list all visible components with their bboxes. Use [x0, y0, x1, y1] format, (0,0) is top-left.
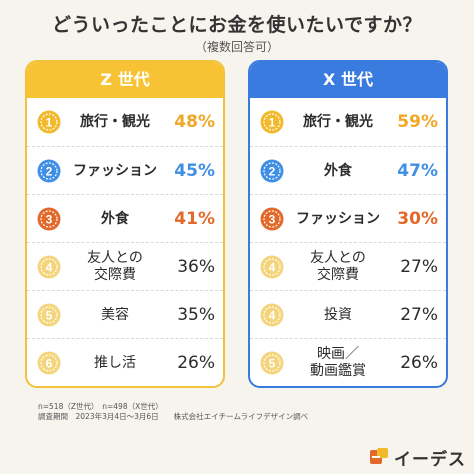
ranking-item-label: ファッション	[73, 162, 157, 179]
ranking-item-label: 友人との 交際費	[310, 250, 366, 283]
rank-medal-icon: 4	[260, 255, 284, 279]
brand-logo: イーデス	[368, 446, 466, 470]
sample-size-note: n=518（Z世代） n=498（X世代）	[38, 402, 163, 411]
ranking-row: 3 外食 41%	[27, 194, 223, 242]
rank-medal-icon: 2	[37, 159, 61, 183]
ranking-row: 4 投資 27%	[250, 290, 446, 338]
ranking-percentage: 59%	[397, 112, 438, 132]
ranking-item-label: 推し活	[94, 354, 136, 371]
ranking-item-label: 旅行・観光	[303, 113, 373, 130]
rank-medal-icon: 3	[37, 207, 61, 231]
rank-number: 3	[46, 213, 53, 227]
rank-medal-icon: 5	[260, 351, 284, 375]
z-generation-header: Z 世代	[27, 62, 223, 98]
rank-number: 6	[46, 357, 53, 371]
ranking-percentage: 47%	[397, 161, 438, 181]
ranking-row: 1 旅行・観光 59%	[250, 98, 446, 146]
rank-medal-icon: 4	[260, 303, 284, 327]
rank-number: 1	[46, 116, 53, 130]
rank-number: 2	[46, 165, 53, 179]
ranking-percentage: 48%	[174, 112, 215, 132]
ranking-percentage: 27%	[400, 257, 438, 277]
ranking-item-label: 美容	[101, 306, 129, 323]
rank-number: 4	[269, 309, 276, 323]
ranking-item-label: 外食	[101, 210, 129, 227]
ranking-row: 2 外食 47%	[250, 146, 446, 194]
page-title: どういったことにお金を使いたいですか？	[52, 14, 422, 36]
rank-medal-icon: 4	[37, 255, 61, 279]
ranking-percentage: 41%	[174, 209, 215, 229]
ranking-row: 6 推し活 26%	[27, 338, 223, 386]
ranking-row: 2 ファッション 45%	[27, 146, 223, 194]
ranking-row: 5 美容 35%	[27, 290, 223, 338]
rank-number: 4	[269, 261, 276, 275]
ranking-row: 3 ファッション 30%	[250, 194, 446, 242]
ranking-item-label: 投資	[324, 306, 352, 323]
ranking-percentage: 45%	[174, 161, 215, 181]
rank-number: 5	[269, 357, 276, 371]
rank-medal-icon: 2	[260, 159, 284, 183]
ranking-percentage: 27%	[400, 305, 438, 325]
ranking-percentage: 26%	[400, 353, 438, 373]
ranking-row: 5 映画／ 動画鑑賞 26%	[250, 338, 446, 386]
ranking-percentage: 36%	[177, 257, 215, 277]
rank-number: 3	[269, 213, 276, 227]
rank-medal-icon: 3	[260, 207, 284, 231]
rank-number: 1	[269, 116, 276, 130]
rank-number: 2	[269, 165, 276, 179]
rank-medal-icon: 1	[260, 110, 284, 134]
logo-text: イーデス	[394, 449, 466, 470]
x-generation-panel: X 世代 1 旅行・観光 59% 2 外食 47% 3 ファッション 30% 4 友人との 交際費 27…	[248, 60, 448, 388]
rank-medal-icon: 6	[37, 351, 61, 375]
z-generation-panel: Z 世代 1 旅行・観光 48% 2 ファッション 45% 3 外食 41% 4 友人との 交際費 36…	[25, 60, 225, 388]
page-subtitle: （複数回答可）	[194, 40, 279, 54]
survey-period-note: 調査期間 2023年3月4日～3月6日 株式会社エイチームライフデザイン調べ	[38, 412, 309, 421]
rank-number: 4	[46, 261, 53, 275]
ranking-row: 4 友人との 交際費 36%	[27, 242, 223, 290]
rank-medal-icon: 5	[37, 303, 61, 327]
ranking-item-label: 外食	[324, 162, 352, 179]
ranking-percentage: 35%	[177, 305, 215, 325]
rank-number: 5	[46, 309, 53, 323]
ides-logo-icon	[370, 448, 388, 464]
ranking-row: 1 旅行・観光 48%	[27, 98, 223, 146]
ranking-item-label: 映画／ 動画鑑賞	[310, 346, 366, 379]
ranking-item-label: 友人との 交際費	[87, 250, 143, 283]
ranking-percentage: 26%	[177, 353, 215, 373]
ranking-item-label: ファッション	[296, 210, 380, 227]
rank-medal-icon: 1	[37, 110, 61, 134]
x-generation-header: X 世代	[250, 62, 446, 98]
ranking-row: 4 友人との 交際費 27%	[250, 242, 446, 290]
ranking-item-label: 旅行・観光	[80, 113, 150, 130]
ranking-percentage: 30%	[397, 209, 438, 229]
